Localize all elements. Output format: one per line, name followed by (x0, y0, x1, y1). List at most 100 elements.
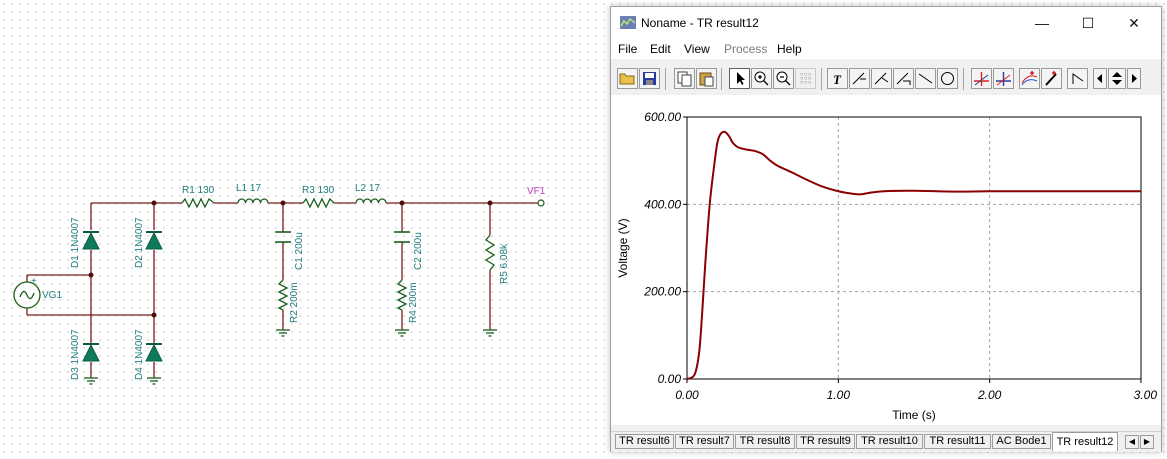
paste-icon[interactable] (696, 68, 717, 89)
junction-dot (399, 200, 405, 206)
y-axis-label: Voltage (V) (616, 218, 630, 277)
pointer-icon[interactable] (729, 68, 750, 89)
junction-dot (151, 312, 157, 318)
junction-dot (88, 272, 94, 278)
y-tick-label: 400.00 (644, 197, 681, 211)
menu-bar: File Edit View Process Help (611, 39, 1161, 59)
arrow-updown-icon[interactable] (1108, 68, 1126, 89)
diode-d1[interactable] (82, 231, 100, 250)
probe-label-vf1: VF1 (527, 186, 546, 197)
resistor-r4[interactable] (396, 279, 408, 311)
marker-b-icon[interactable] (993, 68, 1014, 89)
ground-symbol (395, 329, 409, 337)
circle-icon[interactable] (937, 68, 958, 89)
label-l2: L2 17 (355, 183, 380, 194)
inductor-l2[interactable] (355, 198, 387, 204)
x-tick-label: 0.00 (675, 388, 699, 402)
plot-frame (686, 116, 1142, 380)
toolbar: T (611, 64, 1161, 94)
diode-d4[interactable] (145, 343, 163, 362)
resistor-r1[interactable] (181, 197, 215, 209)
copy-icon[interactable] (674, 68, 695, 89)
zoom-out-icon[interactable] (773, 68, 794, 89)
cursor-c-icon[interactable] (893, 68, 914, 89)
inductor-l1[interactable] (237, 198, 269, 204)
diode-d3[interactable] (82, 343, 100, 362)
x-axis-label: Time (s) (892, 408, 936, 422)
label-c1: C1 200u (294, 232, 305, 270)
label-r2: R2 200m (289, 282, 300, 323)
label-d2: D2 1N4007 (134, 217, 145, 268)
ground-symbol (483, 329, 497, 337)
menu-process[interactable]: Process (724, 42, 768, 56)
label-r4: R4 200m (408, 282, 419, 323)
voltage-source-vg1[interactable]: + (13, 276, 41, 309)
save-icon[interactable] (639, 68, 660, 89)
arrow-left-icon[interactable] (1093, 68, 1107, 89)
marker-a-icon[interactable] (971, 68, 992, 89)
minimize-button[interactable]: — (1035, 15, 1049, 31)
ground-symbol (147, 377, 161, 385)
capacitor-c1[interactable] (275, 231, 291, 243)
y-tick-label: 200.00 (643, 285, 681, 299)
y-tick-label: 600.00 (644, 110, 681, 124)
junction-dot (151, 200, 157, 206)
result-window[interactable]: Noname - TR result12 — ☐ ✕ File Edit Vie… (610, 6, 1162, 452)
open-folder-icon[interactable] (617, 68, 638, 89)
label-vg1: VG1 (42, 290, 62, 301)
tab-prev-arrow-icon[interactable]: ◀ (1125, 435, 1139, 449)
ground-symbol (84, 377, 98, 385)
y-tick-label: 0.00 (658, 372, 682, 386)
app-icon (620, 16, 636, 29)
ground-symbol (276, 329, 290, 337)
menu-view[interactable]: View (684, 42, 710, 56)
label-d1: D1 1N4007 (70, 217, 81, 268)
zoom-in-icon[interactable] (751, 68, 772, 89)
pen-icon[interactable] (1041, 68, 1062, 89)
resistor-r2[interactable] (277, 279, 289, 311)
tab-next-arrow-icon[interactable]: ▶ (1140, 435, 1154, 449)
menu-file[interactable]: File (618, 42, 638, 56)
toolbar-separator (821, 68, 822, 90)
maximize-button[interactable]: ☐ (1081, 14, 1095, 31)
menu-edit[interactable]: Edit (650, 42, 671, 56)
diode-d2[interactable] (145, 231, 163, 250)
tab-tr-result9[interactable]: TR result9 (796, 434, 855, 449)
x-tick-label: 3.00 (1134, 388, 1158, 402)
junction-dot (487, 200, 493, 206)
toolbar-separator (963, 68, 964, 90)
close-button[interactable]: ✕ (1128, 14, 1140, 31)
voltage-time-chart[interactable]: 0.00 200.00 400.00 600.00 0.00 1.00 2.00 3.00 T… (611, 95, 1161, 425)
result-tab-bar: TR result6 TR result7 TR result8 TR resu… (611, 431, 1161, 452)
curves-icon[interactable] (1019, 68, 1040, 89)
voltage-probe-vf1[interactable]: VF1 (527, 186, 546, 207)
arrow-right-icon[interactable] (1127, 68, 1141, 89)
tab-tr-result8[interactable]: TR result8 (735, 434, 795, 449)
tab-tr-result11[interactable]: TR result11 (924, 434, 991, 449)
tab-tr-result7[interactable]: TR result7 (675, 434, 734, 449)
step-icon[interactable] (1067, 68, 1088, 89)
tab-tr-result6[interactable]: TR result6 (615, 434, 674, 449)
label-r1: R1 130 (182, 185, 215, 196)
plot-area[interactable]: 0.00 200.00 400.00 600.00 0.00 1.00 2.00 3.00 T… (611, 95, 1161, 425)
line-icon[interactable] (915, 68, 936, 89)
window-title: Noname - TR result12 (641, 16, 759, 30)
cursor-a-icon[interactable] (849, 68, 870, 89)
svg-text:T: T (833, 72, 842, 87)
resistor-r5[interactable] (484, 234, 496, 271)
text-icon[interactable]: T (827, 68, 848, 89)
tab-tr-result10[interactable]: TR result10 (856, 434, 923, 449)
label-d3: D3 1N4007 (70, 329, 81, 380)
tab-ac-bode1[interactable]: AC Bode1 (992, 434, 1051, 449)
junction-dot (280, 200, 286, 206)
resistor-r3[interactable] (302, 197, 335, 209)
tab-tr-result12[interactable]: TR result12 (1052, 432, 1118, 451)
menu-help[interactable]: Help (777, 42, 802, 56)
title-bar[interactable]: Noname - TR result12 — ☐ ✕ (611, 7, 1161, 39)
toolbar-separator (721, 68, 722, 90)
voltage-series-line[interactable] (686, 130, 1141, 380)
cursor-b-icon[interactable] (871, 68, 892, 89)
capacitor-c2[interactable] (394, 231, 410, 243)
grid-icon[interactable] (795, 68, 816, 89)
circuit-schematic[interactable]: + VF1 R1 130 L1 17 R3 130 L2 17 VG1 D1 1… (0, 0, 605, 459)
